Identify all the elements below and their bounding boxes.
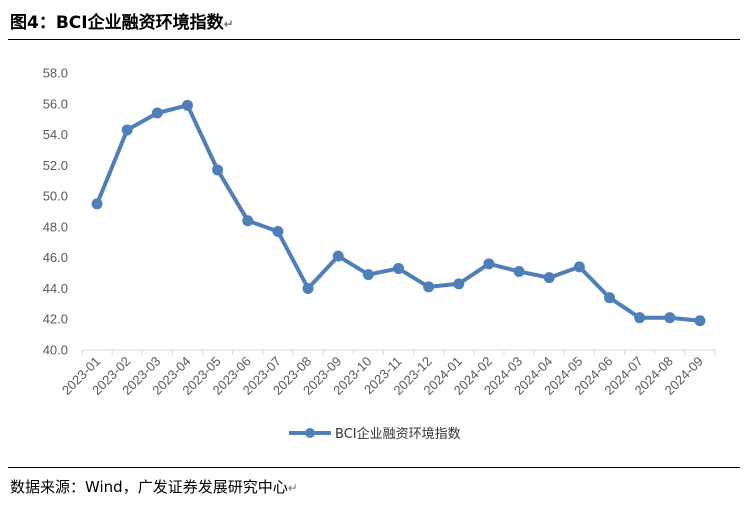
- data-point: [423, 281, 435, 293]
- legend: BCI企业融资环境指数: [289, 426, 461, 442]
- data-point: [242, 215, 254, 227]
- y-tick-label: 56.0: [43, 96, 68, 111]
- data-point: [513, 266, 525, 278]
- y-tick-label: 52.0: [43, 158, 68, 173]
- y-tick-label: 58.0: [43, 66, 68, 81]
- legend-label: BCI企业融资环境指数: [335, 426, 461, 442]
- data-point: [634, 312, 646, 324]
- source-text: 数据来源：Wind，广发证券发展研究中心: [10, 478, 288, 496]
- data-point: [212, 164, 224, 176]
- line-chart: 40.0 42.0 44.0 46.0 48.0 50.0 52.0 54.0 56.0 58.0…: [43, 66, 716, 442]
- axis-layer: 40.0 42.0 44.0 46.0 48.0 50.0 52.0 54.0 56.0 58.0…: [43, 66, 716, 398]
- data-point: [604, 292, 615, 304]
- series-layer: [91, 99, 706, 327]
- data-point: [694, 315, 706, 327]
- data-point: [483, 258, 495, 270]
- data-point: [543, 272, 555, 284]
- data-point: [121, 124, 133, 136]
- figure-title: 图4：BCI企业融资环境指数↵: [10, 8, 234, 33]
- paragraph-mark: ↵: [287, 481, 298, 495]
- data-point: [182, 99, 193, 111]
- bottom-rule: [8, 467, 740, 468]
- data-point: [393, 262, 404, 274]
- y-tick-label: 54.0: [43, 127, 68, 142]
- data-point: [362, 269, 374, 281]
- data-point: [332, 250, 344, 262]
- y-tick-label: 46.0: [43, 250, 68, 265]
- y-tick-label: 44.0: [43, 281, 68, 296]
- data-point: [151, 107, 163, 119]
- figure-title-text: 图4：BCI企业融资环境指数: [10, 13, 224, 33]
- data-point: [664, 312, 676, 324]
- top-rule: [8, 39, 740, 40]
- paragraph-mark: ↵: [223, 17, 234, 31]
- y-tick-label: 48.0: [43, 219, 68, 234]
- source-note: 数据来源：Wind，广发证券发展研究中心↵: [10, 476, 298, 497]
- data-point: [453, 278, 465, 290]
- data-point: [573, 261, 585, 273]
- y-tick-label: 40.0: [43, 343, 68, 358]
- data-point: [272, 226, 284, 238]
- series-line: [95, 103, 702, 323]
- legend-marker: [305, 428, 315, 438]
- data-point: [91, 198, 103, 210]
- y-tick-label: 50.0: [43, 189, 68, 204]
- y-tick-label: 42.0: [43, 312, 68, 327]
- data-point: [302, 282, 314, 294]
